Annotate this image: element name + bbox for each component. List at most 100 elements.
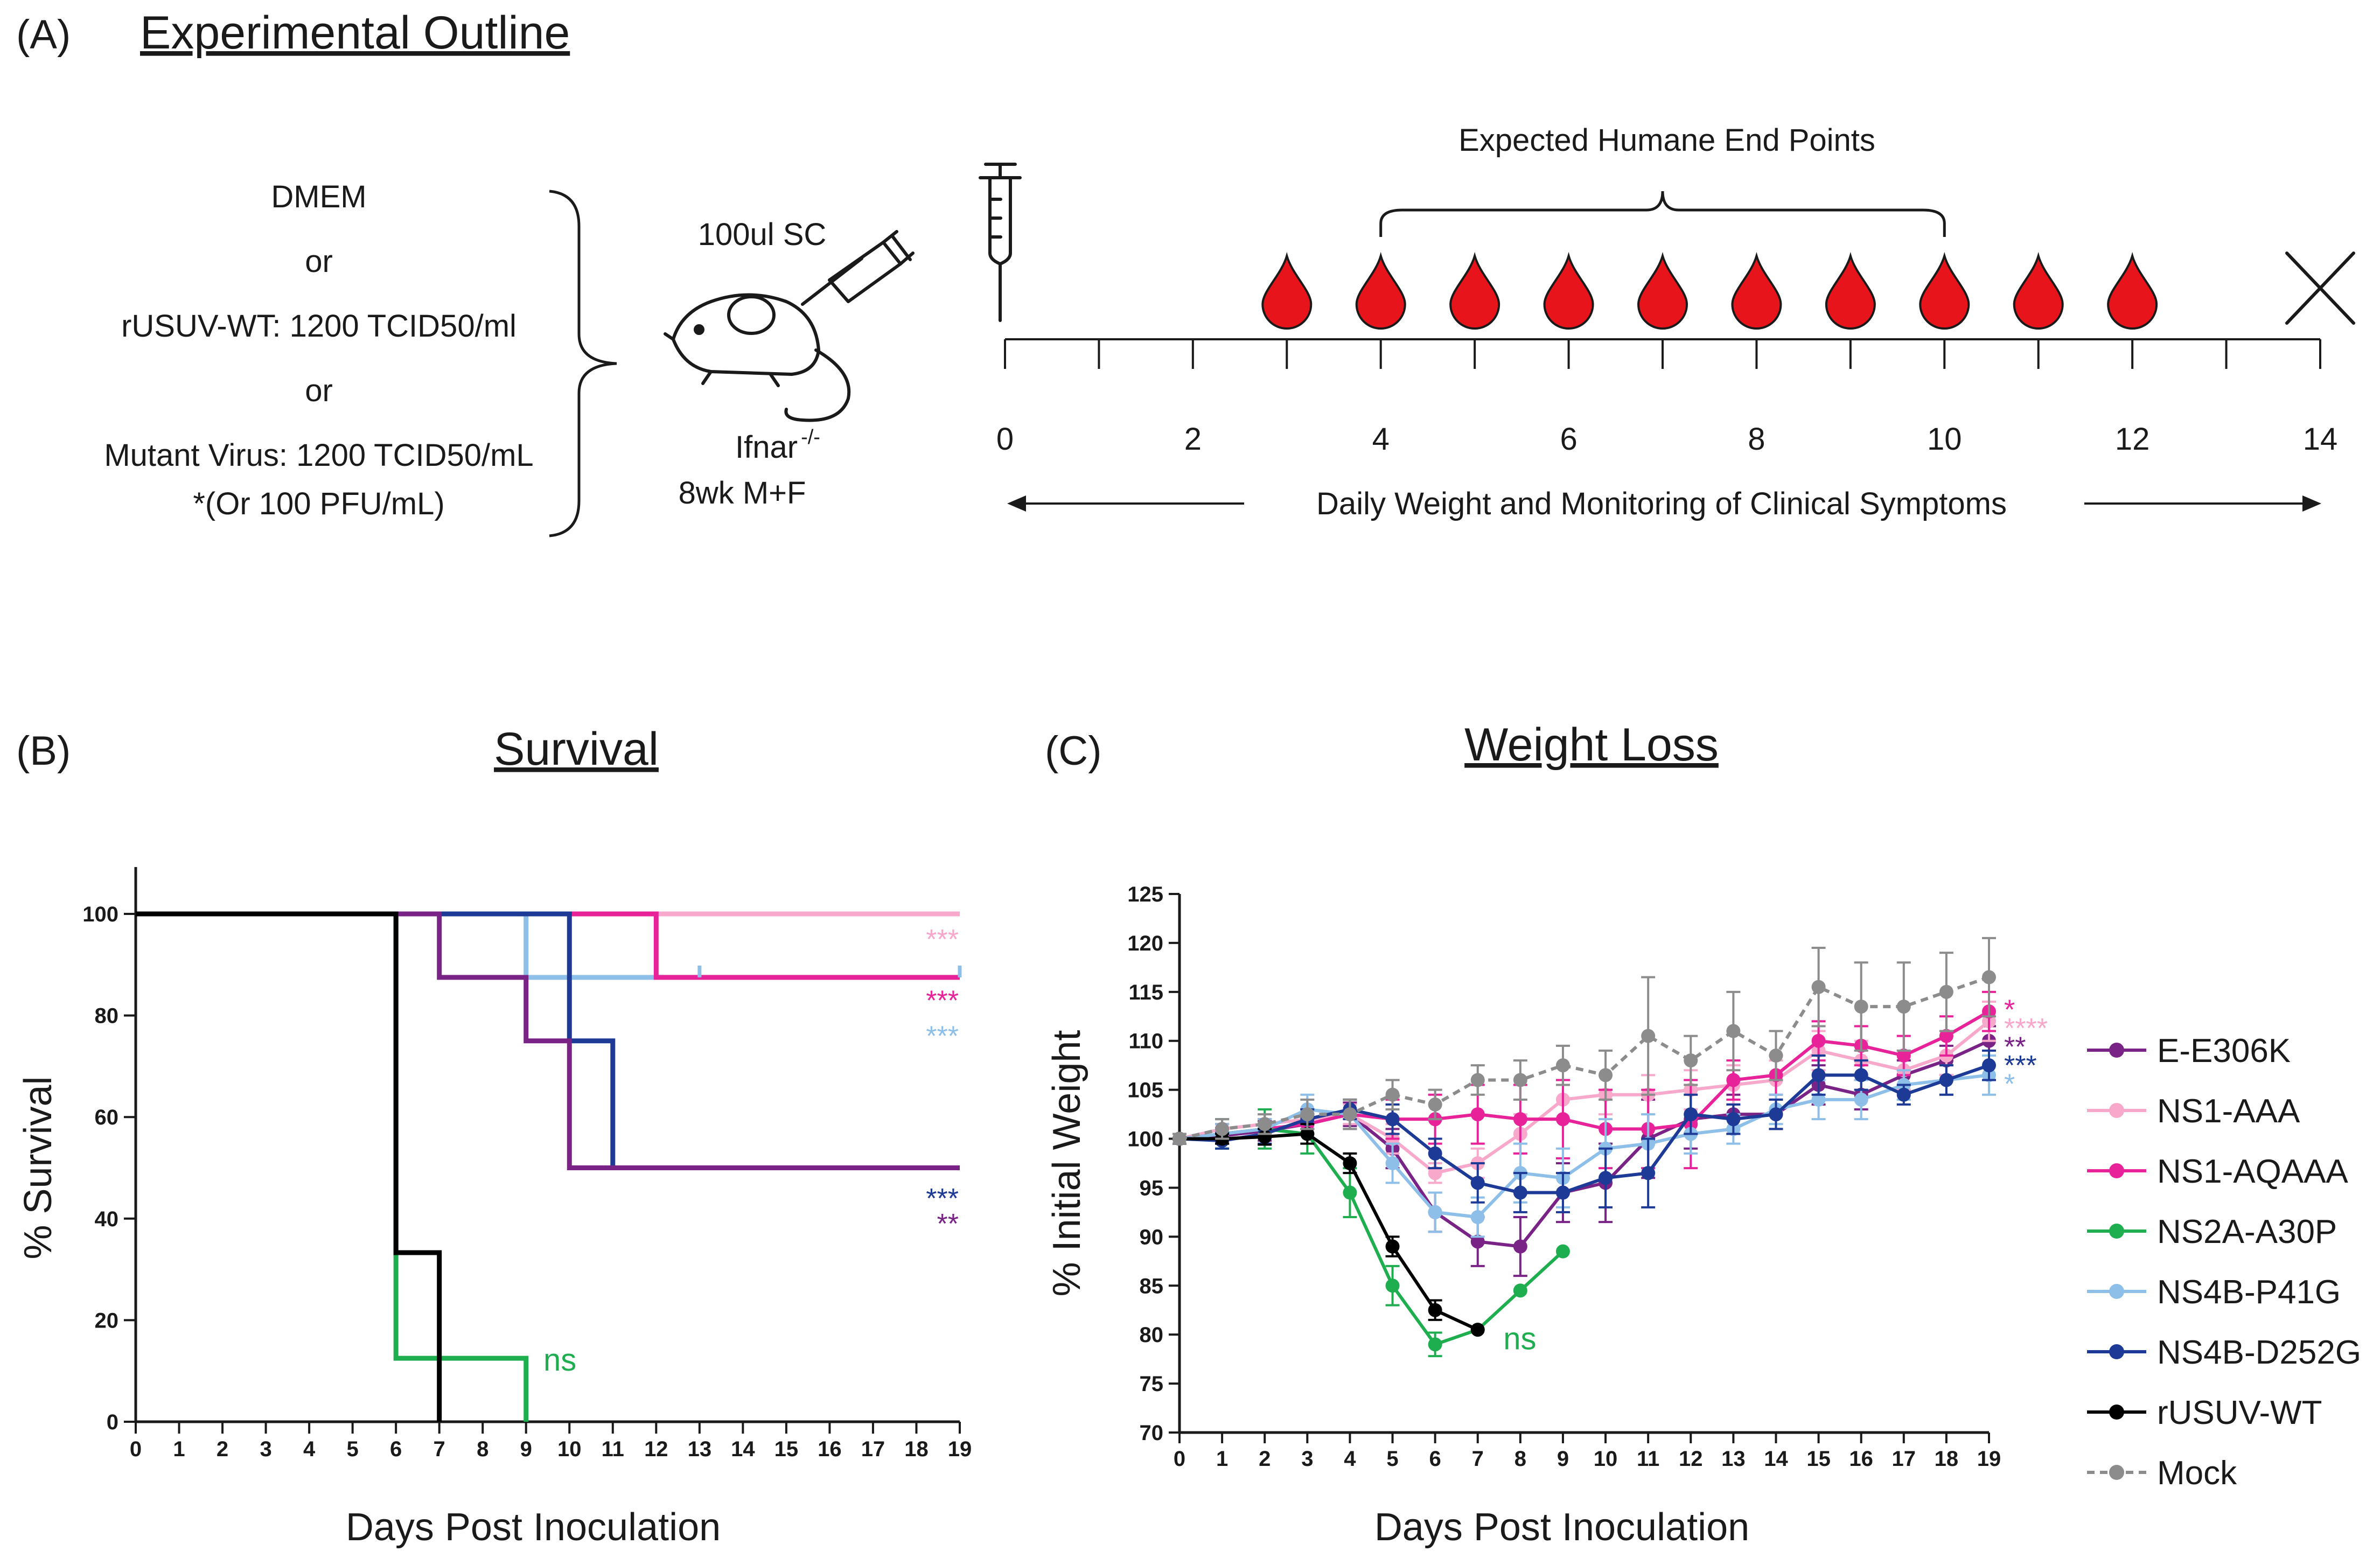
data-point [1428,1097,1442,1112]
survival-curve [136,911,960,980]
timeline-label: 14 [2303,422,2338,457]
significance-label: ns [1503,1321,1536,1356]
data-point [1215,1122,1230,1136]
x-tick-label: 11 [602,1437,624,1461]
x-tick-label: 15 [774,1437,799,1461]
legend-label: NS4B-D252G [2157,1334,2361,1371]
panel-a: (A) Experimental Outline DMEM or rUSUV-W… [16,7,2355,537]
legend-marker [2109,1405,2124,1420]
weight-line [1179,1064,1990,1194]
legend-marker [2109,1344,2124,1359]
x-tick-label: 8 [1514,1447,1526,1471]
data-point [1896,1087,1911,1102]
legend-label: E-E306K [2157,1032,2291,1070]
x-tick-label: 19 [1977,1447,2001,1471]
x-tick-label: 10 [557,1437,582,1461]
legend-marker [2109,1465,2124,1480]
significance-label: *** [926,924,959,955]
legend-marker [2109,1043,2124,1058]
timeline-label: 0 [996,422,1014,457]
x-tick-label: 13 [1721,1447,1746,1471]
y-tick-label: 100 [1127,1128,1163,1151]
data-point [1811,1068,1826,1082]
data-point [1939,984,1953,999]
weight-series [1172,1108,1570,1358]
blood-drop-icon [1919,251,1970,330]
data-point [1470,1073,1485,1087]
data-point [1599,1171,1613,1185]
end-x-icon [2285,251,2355,325]
legend-label: NS1-AQAAA [2157,1153,2349,1190]
survival-curve [136,911,529,1422]
x-tick-label: 1 [173,1437,185,1461]
data-point [1854,1068,1868,1082]
x-tick-label: 2 [1259,1447,1271,1471]
x-tick-label: 6 [1429,1447,1441,1471]
monitoring-arrow [1007,495,2321,512]
data-point [1555,1244,1570,1259]
mouse-age-sex-label: 8wk M+F [679,476,806,511]
x-tick-label: 18 [1935,1447,1959,1471]
data-point [1470,1234,1485,1249]
legend-marker [2109,1284,2124,1299]
data-point [1811,1033,1826,1048]
data-point [1769,1107,1783,1122]
significance-label: *** [926,1183,959,1214]
x-tick-label: 4 [303,1437,316,1461]
survival-title: Survival [494,723,659,775]
significance-label: *** [926,1021,959,1052]
y-tick-label: 80 [95,1004,119,1028]
data-point [1258,1117,1272,1131]
grouping-brace [549,190,617,537]
timeline-labels: 0 2 4 6 8 10 12 14 [996,422,2337,457]
data-point [1896,1000,1911,1014]
data-point [1513,1283,1527,1298]
x-tick-label: 14 [1764,1447,1788,1471]
mouse-syringe-icon [664,230,915,422]
x-tick-label: 11 [1637,1447,1659,1471]
weight-line [1179,1010,1990,1141]
data-point [1854,1000,1868,1014]
timeline-label: 8 [1748,422,1765,457]
data-point [1939,1073,1953,1087]
x-tick-label: 1 [1216,1447,1228,1471]
y-tick-label: 70 [1140,1421,1164,1445]
x-tick-label: 3 [1301,1447,1313,1471]
inoculum-list: DMEM or rUSUV-WT: 1200 TCID50/ml or Muta… [104,179,533,521]
data-point [1428,1303,1442,1317]
legend-label: Mock [2157,1455,2237,1492]
panel-c: (C) Weight Loss % Initial Weight Days Po… [1045,719,2361,1549]
y-tick-label: 60 [95,1106,119,1129]
data-point [1641,1029,1656,1043]
blood-drop-icon [1543,251,1594,330]
monitoring-label: Daily Weight and Monitoring of Clinical … [1316,486,2007,521]
blood-drop-icon [1825,251,1876,330]
data-point [1896,1049,1911,1063]
y-tick-label: 110 [1128,1030,1163,1053]
data-point [1811,1092,1826,1107]
data-point [1513,1239,1527,1254]
data-point [1641,1166,1656,1180]
x-tick-label: 9 [520,1437,532,1461]
survival-curve [136,911,442,1422]
y-tick-label: 85 [1140,1274,1164,1298]
y-tick-label: 125 [1127,883,1163,906]
x-tick-label: 10 [1594,1447,1618,1471]
x-tick-label: 12 [1679,1447,1703,1471]
data-point [1385,1278,1400,1293]
data-point [1726,1073,1741,1087]
data-point [1982,1058,1996,1073]
data-point [1385,1239,1400,1254]
data-point [1854,1092,1868,1107]
weight-line [1179,1127,1564,1346]
data-point [1513,1185,1527,1200]
x-tick-label: 18 [904,1437,929,1461]
data-point [1982,970,1996,984]
y-tick-label: 120 [1127,932,1163,955]
y-tick-label: 115 [1128,981,1163,1004]
x-tick-label: 8 [477,1437,488,1461]
inoculum-line: rUSUV-WT: 1200 TCID50/ml [121,309,517,344]
significance-label: *** [926,985,959,1016]
significance-label: **** [2004,1013,2048,1044]
blood-drop-icon [2107,251,2158,330]
